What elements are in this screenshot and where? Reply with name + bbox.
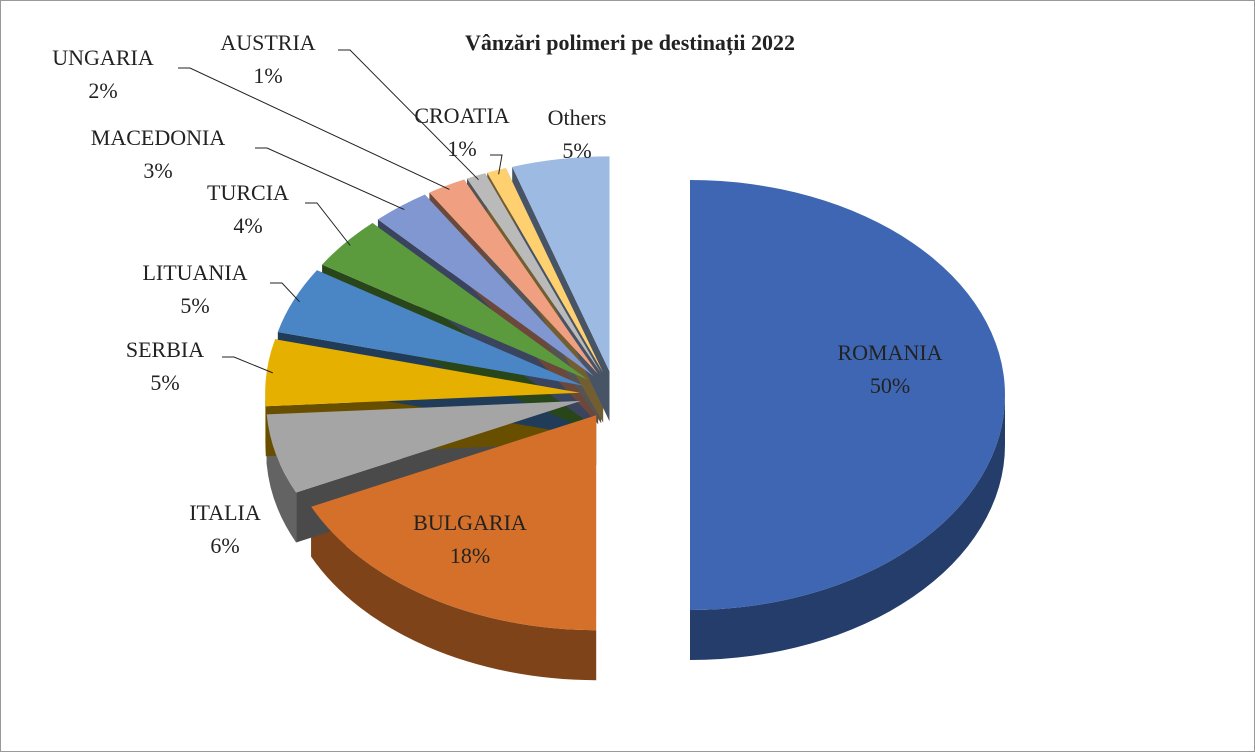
slice [467,173,602,374]
data-label-value: 3% [143,158,172,183]
data-label-value: 6% [210,533,239,558]
slice-side [690,395,1005,660]
data-label-name: SERBIA [126,337,204,362]
slice [266,400,582,493]
data-label-value: 1% [447,136,476,161]
data-label-value: 5% [150,370,179,395]
leader-line [255,147,405,211]
slice [322,223,588,380]
data-label-value: 50% [870,373,910,398]
leader-line [490,154,503,175]
slice [311,415,597,631]
slice [512,156,610,372]
data-label-name: BULGARIA [413,510,527,535]
leader-line [178,67,450,190]
data-label-name: Others [548,105,607,130]
data-label-name: ROMANIA [837,340,942,365]
data-label-value: 2% [88,78,117,103]
slice [429,179,599,375]
data-label-value: 4% [233,213,262,238]
leader-line [338,49,479,181]
data-label-name: ITALIA [189,500,261,525]
slice [377,194,594,377]
chart-title: Vânzări polimeri pe destinații 2022 [465,30,795,56]
slice-side [266,414,297,543]
leader-line [222,356,273,374]
data-label-value: 1% [253,63,282,88]
data-label-name: CROATIA [414,103,509,128]
slice [690,180,1005,610]
slice-side [311,506,597,681]
data-label-name: MACEDONIA [91,125,226,150]
leader-line [305,202,351,246]
leader-line [270,282,300,303]
data-label-name: TURCIA [207,180,289,205]
slice [265,339,581,407]
data-label-name: LITUANIA [142,260,247,285]
slice [277,270,583,386]
data-label-value: 5% [180,293,209,318]
slice [487,168,604,373]
data-label-name: UNGARIA [52,45,154,70]
slice-side [265,392,266,457]
data-label-name: AUSTRIA [220,30,315,55]
data-label-value: 5% [562,138,591,163]
data-label-value: 18% [450,543,490,568]
